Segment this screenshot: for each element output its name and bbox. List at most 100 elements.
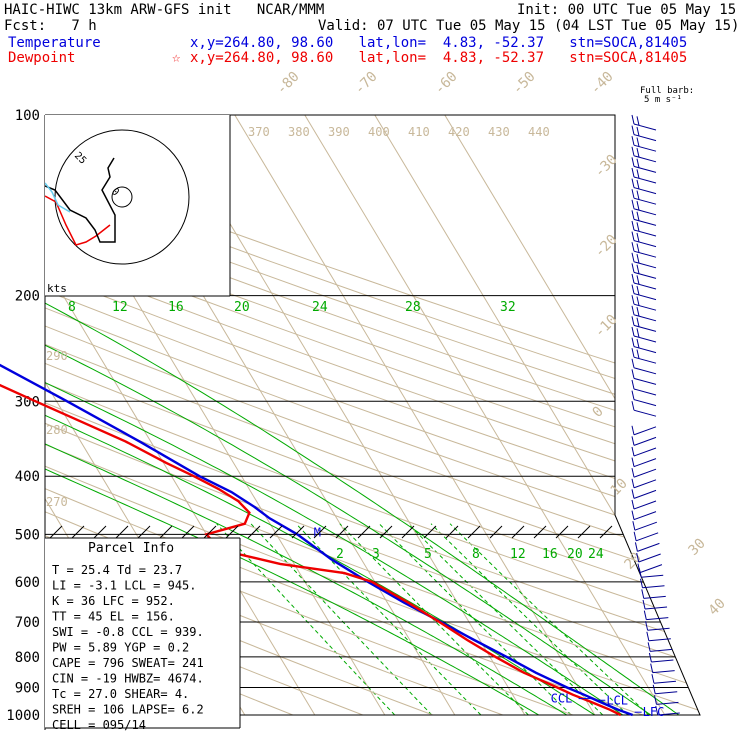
wind-barb-shaft	[633, 324, 657, 332]
temperature-legend: Temperature	[8, 35, 101, 51]
wind-barb-flag	[636, 275, 640, 285]
isotherm-label: -40	[588, 69, 617, 98]
wind-barb-flag	[631, 390, 635, 400]
parcel-info-row: CIN = -19 HWBZ= 4674.	[52, 672, 204, 686]
wind-barb-flag	[645, 621, 649, 631]
theta-label: 420	[448, 125, 470, 139]
wind-barb-flag	[631, 146, 635, 156]
wind-barb-flag	[631, 199, 635, 209]
wind-barb-flag	[636, 328, 640, 338]
isotherm-label: -50	[510, 69, 539, 98]
temperature-station-info: x,y=264.80, 98.60 lat,lon= 4.83, -52.37 …	[190, 35, 688, 51]
wind-barb-shaft	[633, 314, 657, 322]
dewpoint-marker-icon: ☆	[172, 50, 181, 66]
pressure-label: 800	[15, 650, 40, 666]
wind-barb-flag	[631, 489, 635, 499]
wind-barb-flag	[631, 446, 635, 457]
wind-barb-flag	[653, 695, 657, 705]
panel-hatch-tick	[159, 525, 173, 539]
dry-adiabat	[45, 115, 700, 715]
moist-label-upper: 28	[405, 300, 421, 315]
theta-label: 390	[328, 125, 350, 139]
wind-barb-flag	[642, 599, 646, 610]
panel-hatch-tick	[401, 525, 415, 539]
panel-hatch-tick	[181, 525, 195, 539]
wind-barb-shaft	[633, 447, 657, 457]
mixing-ratio-label-lower: 12	[510, 547, 526, 562]
wind-barb-flag	[636, 552, 640, 563]
mixing-ratio-line	[216, 523, 396, 715]
mixing-ratio-label-lower: 5	[424, 547, 432, 562]
pressure-label: 1000	[6, 708, 40, 724]
moist-adiabat	[45, 115, 652, 715]
wind-barb-shaft	[633, 187, 657, 195]
mixing-ratio-label-lower: 2	[336, 547, 344, 562]
wind-barb-flag	[631, 499, 635, 510]
wind-barb-flag	[631, 425, 635, 435]
wind-barb-shaft	[633, 197, 657, 205]
parcel-info-row: K = 36 LFC = 952.	[52, 594, 175, 608]
wind-barb-shaft	[633, 388, 657, 396]
wind-barb-shaft	[633, 144, 657, 152]
isotherm-label: -30	[592, 152, 621, 181]
wind-barb-flag	[631, 358, 635, 368]
wind-barb-shaft	[633, 426, 657, 436]
wind-barb-flag	[631, 478, 635, 488]
wind-barb-flag	[631, 369, 635, 379]
wind-barb-flag	[634, 542, 638, 552]
parcel-info-row: LI = -3.1 LCL = 945.	[52, 579, 197, 593]
profile-series	[0, 363, 634, 717]
dry-adiabat	[45, 115, 700, 715]
moist-label-upper: 16	[168, 300, 184, 315]
level-label-ccl: CCL	[551, 692, 573, 706]
panel-hatch-tick	[93, 525, 107, 539]
parcel-info-row: T = 25.4 Td = 23.7	[52, 563, 182, 577]
isotherm-line	[444, 115, 700, 715]
mixing-ratio-label-lower: 20	[567, 547, 583, 562]
wind-barb-shaft	[652, 670, 675, 674]
wind-barbs	[631, 114, 680, 716]
theta-label: 400	[368, 125, 390, 139]
hodograph-kts-label: kts	[47, 282, 67, 295]
wind-barb-shaft	[633, 165, 657, 173]
moist-label-upper: 32	[500, 300, 516, 315]
wind-barb-flag	[631, 510, 635, 520]
wind-barb-shaft	[653, 680, 676, 684]
wind-barb-flag	[633, 531, 637, 541]
theta-label: 430	[488, 125, 510, 139]
wind-barb-shaft	[633, 250, 657, 258]
forecast-hour: Fcst: 7 h	[4, 18, 97, 34]
parcel-panel-title: Parcel Info	[88, 541, 174, 556]
wind-barb-shaft	[633, 123, 657, 131]
wind-barb-flag	[648, 652, 652, 663]
pressure-label: 500	[15, 527, 40, 543]
wind-barb-flag	[631, 457, 635, 467]
panel-hatch-tick	[423, 525, 437, 539]
theta-label: 410	[408, 125, 430, 139]
wind-barb-shaft	[633, 399, 657, 407]
wind-barb-shaft	[633, 436, 657, 446]
isotherm-label: -20	[592, 232, 621, 261]
wind-barb-flag	[631, 252, 635, 262]
wind-barb-flag	[631, 326, 635, 337]
hodograph-background	[45, 115, 230, 296]
title-line: HAIC-HIWC 13km ARW-GFS init NCAR/MMM	[4, 2, 325, 18]
mixing-ratio-lines	[216, 523, 650, 715]
wind-barb-flag	[636, 179, 640, 190]
full-barb-unit: 5 m s⁻¹	[644, 95, 682, 105]
wind-barb-shaft	[656, 701, 679, 705]
wind-barb-shaft	[633, 479, 657, 489]
wind-barb-flag	[636, 285, 640, 296]
wind-barb-flag	[632, 521, 636, 531]
wind-barb-shaft	[639, 564, 663, 574]
wind-barb-flag	[636, 158, 640, 168]
parcel-info-row: Tc = 27.0 SHEAR= 4.	[52, 687, 189, 701]
level-label-lcl: LCL	[606, 693, 628, 707]
wind-barb-flag	[631, 136, 635, 146]
dry-adiabat	[45, 115, 700, 715]
wind-barb-flag	[636, 222, 640, 232]
moist-adiabat	[45, 150, 624, 715]
panel-hatch-tick	[533, 525, 547, 539]
isotherm-label: -10	[592, 312, 621, 341]
panel-hatch-tick	[291, 525, 305, 539]
